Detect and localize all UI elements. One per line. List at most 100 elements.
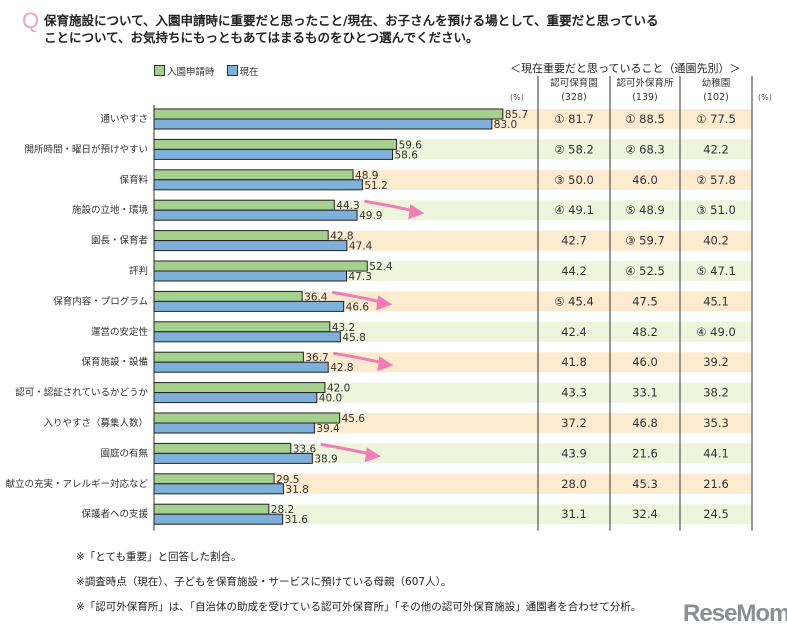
- table-cell: 46.8: [632, 416, 658, 430]
- bar-value-label: 59.6: [399, 139, 423, 151]
- increase-arrowhead: [408, 204, 425, 220]
- increase-arrowhead: [376, 295, 393, 311]
- bar: [153, 503, 270, 515]
- table-cell: 37.2: [561, 416, 587, 430]
- row-band: [154, 473, 752, 494]
- chart-unit: (%): [510, 93, 524, 102]
- bar: [153, 230, 329, 242]
- table-cell: 28.0: [561, 477, 587, 491]
- column-name: 認可外保育所: [616, 78, 674, 89]
- column-n: (139): [632, 92, 658, 103]
- bar: [153, 321, 331, 333]
- column-header: 幼稚園 (102): [680, 77, 752, 105]
- bar: [153, 290, 303, 302]
- bar-value-label: 42.0: [327, 383, 350, 395]
- bar-value-label: 46.6: [346, 301, 370, 313]
- bar: [153, 382, 326, 394]
- bar: [153, 300, 345, 312]
- bar: [153, 331, 341, 343]
- category-label: 開所時間・曜日が預けやすい: [24, 143, 148, 155]
- question-title: 保育施設について、入園申請時に重要だと思ったこと/現在、お子さんを預ける場として…: [44, 12, 744, 46]
- column-header: 認可保育園 (328): [538, 77, 610, 105]
- bar: [153, 422, 315, 434]
- legend-label: 入園申請時: [167, 67, 215, 78]
- table-cell: 46.0: [632, 173, 658, 187]
- table-cell: 42.4: [561, 325, 587, 339]
- table-cell: ⑤ 48.9: [625, 203, 665, 217]
- table-cell: 46.0: [632, 355, 658, 369]
- table-cell: 31.1: [561, 507, 587, 521]
- bar: [153, 260, 368, 272]
- bar-value-label: 36.4: [304, 291, 328, 303]
- bar-value-label: 29.5: [276, 474, 299, 486]
- table-cell: 21.6: [703, 477, 729, 491]
- bar: [153, 412, 341, 424]
- bar-value-label: 47.4: [349, 241, 373, 253]
- bar-value-label: 33.6: [293, 443, 317, 455]
- table-cell: 32.4: [632, 507, 658, 521]
- bar: [153, 118, 493, 130]
- category-label: 認可・認証されているかどうか: [15, 387, 148, 399]
- bar-value-label: 39.4: [316, 423, 340, 435]
- bar: [153, 452, 313, 464]
- table-cell: ② 57.8: [696, 173, 736, 187]
- table-cell: 24.5: [703, 507, 729, 521]
- bar: [153, 199, 335, 211]
- bar-value-label: 42.8: [330, 231, 353, 243]
- bar: [153, 179, 363, 191]
- column-n: (102): [703, 92, 729, 103]
- bar: [153, 209, 358, 221]
- bar-value-label: 45.6: [342, 413, 366, 425]
- bar-value-label: 44.3: [336, 200, 359, 212]
- column-name: 幼稚園: [701, 78, 731, 89]
- bar-value-label: 28.2: [271, 504, 294, 516]
- table-cell: 47.5: [632, 294, 658, 308]
- column-n: (328): [561, 92, 587, 103]
- bar-value-label: 42.8: [330, 362, 353, 374]
- table-cell: 44.2: [561, 264, 587, 278]
- question-mark: Q: [22, 8, 40, 33]
- category-label: 保育内容・プログラム: [53, 295, 148, 307]
- bar: [153, 392, 318, 404]
- bar-value-label: 49.9: [359, 210, 382, 222]
- table-cell: ④ 49.1: [554, 203, 594, 217]
- category-label: 保育料: [119, 174, 148, 186]
- table-cell: 42.2: [703, 142, 729, 156]
- table-cell: ④ 49.0: [696, 325, 736, 339]
- legend-swatch: [154, 65, 165, 76]
- table-cell: 35.3: [703, 416, 729, 430]
- category-label: 保育施設・設備: [81, 356, 148, 368]
- table-cell: ② 68.3: [625, 142, 665, 156]
- title-line: 保育施設について、入園申請時に重要だと思ったこと/現在、お子さんを預ける場として…: [44, 13, 659, 28]
- category-label: 園庭の有無: [100, 447, 148, 459]
- increase-arrowhead: [364, 447, 381, 463]
- bar-value-label: 31.6: [285, 514, 309, 526]
- row-band: [154, 504, 752, 525]
- legend-item-current: 現在: [226, 64, 259, 78]
- category-label: 評判: [129, 265, 148, 277]
- bar: [153, 442, 292, 454]
- bar-value-label: 58.6: [395, 149, 419, 161]
- bar: [153, 169, 354, 181]
- bar-value-label: 45.8: [342, 332, 365, 344]
- bar: [153, 138, 398, 150]
- category-label: 園長・保育者: [91, 235, 148, 247]
- table-cell: ② 58.2: [554, 142, 594, 156]
- category-label: 施設の立地・環境: [72, 204, 149, 216]
- footnote: ※調査時点（現在）、子どもを保育施設・サービスに預けている母親（607人）。: [76, 576, 452, 588]
- bar: [153, 108, 504, 120]
- column-header: 認可外保育所 (139): [610, 77, 680, 105]
- table-cell: 43.9: [561, 446, 587, 460]
- table-cell: 45.3: [632, 477, 658, 491]
- bar-value-label: 31.8: [285, 484, 308, 496]
- category-label: 献立の充実・アレルギー対応など: [5, 478, 148, 490]
- title-line: ことについて、お気持ちにもっともあてはまるものをひとつ選んでください。: [44, 30, 479, 45]
- footnote: ※「認可外保育所」は、「自治体の助成を受けている認可外保育所」「その他の認可外保…: [76, 601, 642, 613]
- table-cell: 43.3: [561, 386, 587, 400]
- table-cell: ③ 51.0: [696, 203, 736, 217]
- category-label: 通いやすさ: [100, 114, 148, 125]
- table-cell: ⑤ 45.4: [554, 294, 594, 308]
- bar-value-label: 52.4: [369, 261, 393, 273]
- table-cell: 40.2: [703, 234, 729, 248]
